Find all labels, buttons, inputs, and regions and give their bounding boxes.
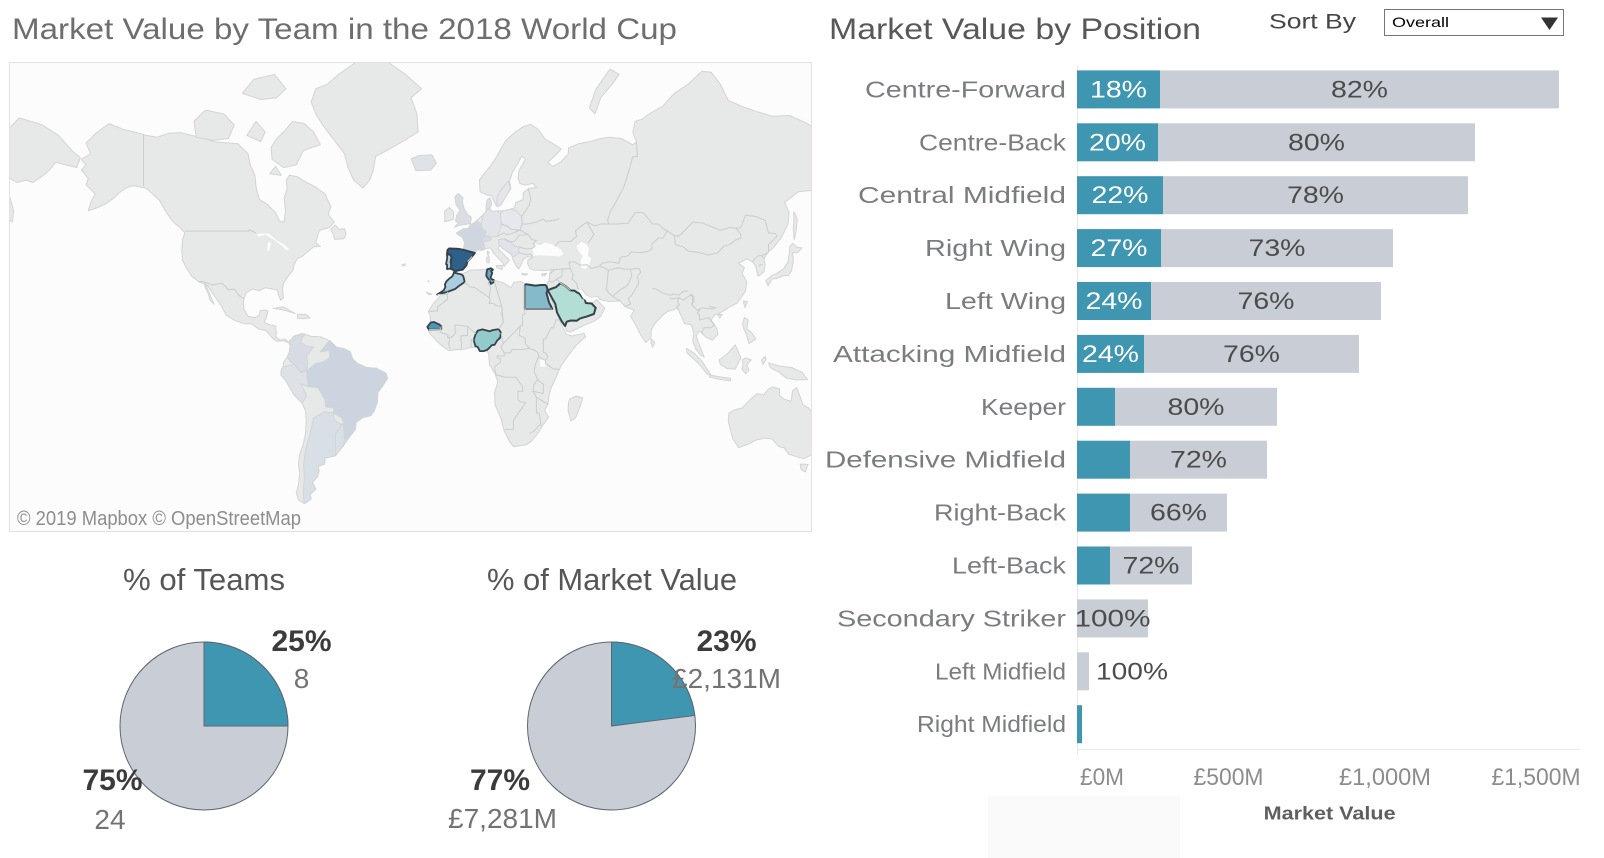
svg-text:72%: 72% — [1170, 447, 1227, 474]
svg-text:£2,131M: £2,131M — [672, 663, 781, 694]
svg-text:© 2019 Mapbox © OpenStreetMap: © 2019 Mapbox © OpenStreetMap — [17, 508, 301, 530]
svg-text:27%: 27% — [1091, 235, 1148, 262]
svg-text:% of Market Value: % of Market Value — [487, 562, 737, 597]
svg-text:18%: 18% — [1090, 76, 1147, 103]
svg-text:Overall: Overall — [1392, 14, 1449, 30]
svg-text:Attacking Midfield: Attacking Midfield — [833, 341, 1066, 367]
svg-text:24%: 24% — [1082, 341, 1139, 368]
svg-text:£7,281M: £7,281M — [448, 803, 557, 834]
svg-text:Right Midfield: Right Midfield — [917, 711, 1066, 737]
svg-text:£0M: £0M — [1080, 764, 1124, 791]
svg-text:Market Value by Team in the 20: Market Value by Team in the 2018 World C… — [12, 13, 677, 46]
svg-text:80%: 80% — [1288, 129, 1345, 156]
svg-text:Central Midfield: Central Midfield — [858, 182, 1066, 208]
svg-text:Secondary Striker: Secondary Striker — [837, 605, 1066, 631]
svg-text:20%: 20% — [1089, 129, 1146, 156]
svg-text:Left Wing: Left Wing — [945, 288, 1066, 314]
svg-text:8: 8 — [294, 663, 310, 694]
svg-text:72%: 72% — [1123, 553, 1180, 580]
svg-text:£500M: £500M — [1194, 764, 1264, 791]
svg-text:24: 24 — [94, 804, 125, 835]
svg-text:80%: 80% — [1168, 394, 1225, 421]
svg-text:23%: 23% — [696, 625, 756, 658]
svg-text:Market Value by Position: Market Value by Position — [829, 13, 1201, 46]
svg-text:Centre-Back: Centre-Back — [919, 129, 1067, 155]
svg-text:Defensive Midfield: Defensive Midfield — [825, 447, 1066, 473]
svg-text:Right-Back: Right-Back — [934, 500, 1067, 526]
svg-text:£1,500M: £1,500M — [1492, 764, 1581, 791]
svg-text:25%: 25% — [271, 625, 331, 658]
svg-text:73%: 73% — [1249, 235, 1306, 262]
svg-text:76%: 76% — [1223, 341, 1280, 368]
svg-text:Keeper: Keeper — [981, 394, 1066, 420]
svg-text:% of Teams: % of Teams — [123, 562, 285, 597]
svg-text:Left-Back: Left-Back — [952, 553, 1067, 579]
svg-text:78%: 78% — [1287, 182, 1344, 209]
svg-text:£1,000M: £1,000M — [1339, 764, 1431, 791]
svg-text:100%: 100% — [1075, 605, 1151, 632]
svg-text:75%: 75% — [82, 764, 142, 797]
svg-text:24%: 24% — [1086, 288, 1143, 315]
svg-text:82%: 82% — [1331, 76, 1388, 103]
svg-text:22%: 22% — [1092, 182, 1149, 209]
svg-text:66%: 66% — [1150, 500, 1207, 527]
svg-text:Market Value: Market Value — [1264, 804, 1396, 824]
svg-text:77%: 77% — [470, 764, 530, 797]
svg-text:100%: 100% — [1096, 658, 1168, 685]
svg-text:Left Midfield: Left Midfield — [935, 658, 1066, 684]
svg-text:Right Wing: Right Wing — [925, 235, 1066, 261]
svg-text:Centre-Forward: Centre-Forward — [865, 76, 1066, 102]
svg-text:Sort By: Sort By — [1269, 11, 1357, 34]
svg-text:76%: 76% — [1238, 288, 1295, 315]
